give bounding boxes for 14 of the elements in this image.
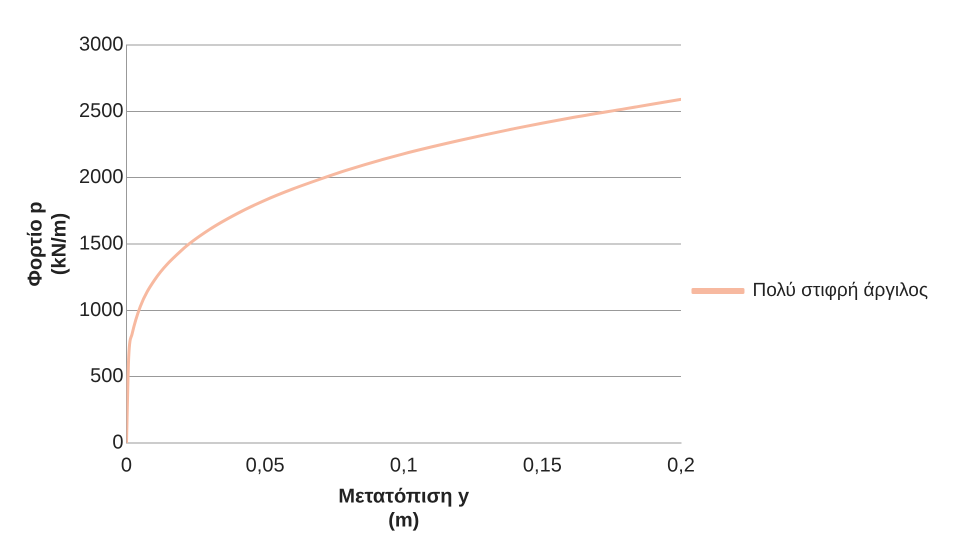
y-tick-label: 2500 (78, 100, 124, 122)
x-tick-label: 0,2 (667, 454, 695, 477)
x-tick-label: 0,15 (522, 454, 562, 477)
legend-label: Πολύ στιφρή άργιλος (752, 280, 928, 302)
y-axis-title: Φορτίο p (kN/m) (24, 202, 71, 286)
y-tick-label: 1000 (78, 298, 124, 321)
x-tick-label: 0,05 (246, 454, 285, 477)
y-tick-label: 2000 (78, 166, 124, 188)
x-tick-label: 0,1 (390, 454, 418, 477)
y-tick-label: 0 (112, 432, 124, 454)
x-axis-title: Μετατόπιση y (m) (338, 486, 470, 532)
y-tick-label: 1500 (78, 232, 124, 255)
y-tick-label: 3000 (78, 34, 124, 56)
y-tick-label: 500 (90, 365, 124, 388)
